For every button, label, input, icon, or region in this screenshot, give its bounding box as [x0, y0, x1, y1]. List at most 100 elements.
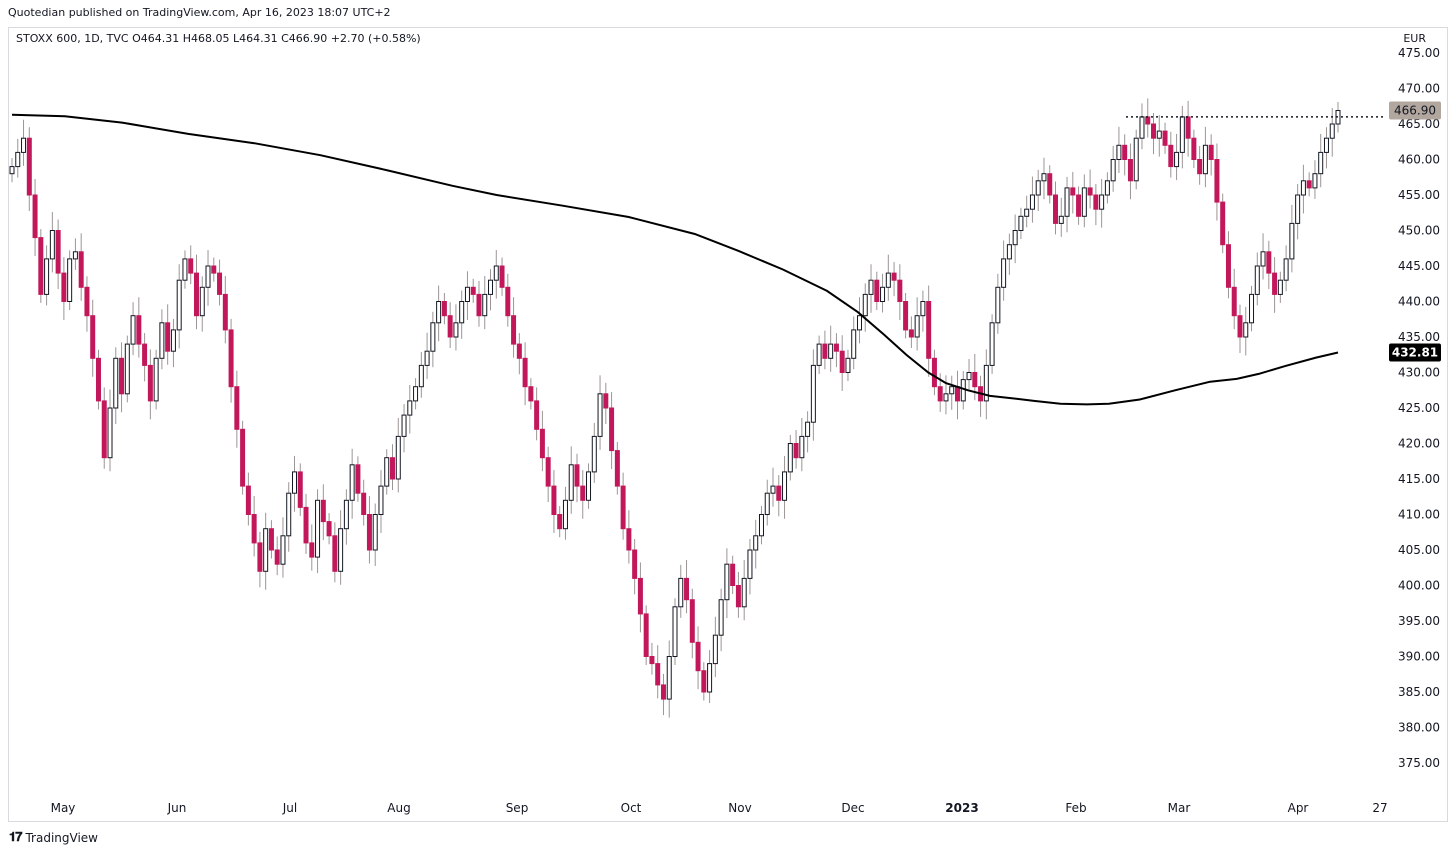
candle-body: [436, 301, 442, 324]
candle-body: [562, 499, 568, 530]
candle-body: [291, 471, 297, 494]
publisher-line: Quotedian published on TradingView.com, …: [8, 6, 391, 19]
candle-body: [914, 315, 920, 338]
candle-body: [355, 464, 361, 494]
candle-body: [1277, 279, 1283, 295]
candle-body: [153, 357, 159, 402]
candle-body: [609, 407, 615, 452]
candle-body: [297, 471, 303, 508]
candle-body: [1225, 244, 1231, 288]
y-tick-label: 465.00: [1398, 117, 1440, 131]
candle-body: [678, 577, 684, 608]
candle-body: [937, 386, 943, 402]
candle-body: [21, 137, 27, 153]
candle-body: [885, 272, 891, 288]
candle-body: [240, 428, 246, 487]
candle-body: [868, 279, 874, 295]
candle-body: [949, 386, 955, 395]
ma-value-label: 432.81: [1392, 346, 1438, 360]
candle-body: [534, 400, 540, 430]
candle-body: [176, 279, 182, 331]
candle-body: [1047, 173, 1053, 196]
candle-body: [591, 435, 597, 473]
candle-body: [880, 286, 886, 302]
candle-body: [130, 315, 136, 345]
candle-body: [401, 414, 407, 437]
candle-body: [833, 343, 839, 352]
moving-average-line: [11, 113, 1339, 406]
candle-body: [372, 514, 378, 551]
candle-body: [1093, 194, 1099, 210]
candle-body: [712, 634, 718, 665]
candle-body: [228, 329, 234, 388]
candle-body: [90, 315, 96, 359]
candle-body: [413, 386, 419, 402]
candle-body: [343, 499, 349, 530]
candle-body: [78, 251, 84, 288]
candle-body: [1295, 194, 1301, 224]
candle-body: [1243, 322, 1249, 338]
candle-body: [822, 343, 828, 359]
candle-body: [493, 265, 499, 281]
candle-body: [9, 166, 15, 175]
chart-frame: [8, 27, 1448, 822]
candle-body: [966, 372, 972, 381]
candle-body: [995, 286, 1001, 324]
candle-body: [666, 656, 672, 700]
candle-body: [1179, 116, 1185, 153]
candle-body: [1237, 315, 1243, 338]
candle-body: [707, 663, 713, 693]
candle-body: [689, 599, 695, 643]
y-tick-label: 435.00: [1398, 330, 1440, 344]
candle-body: [1035, 180, 1041, 196]
candle-body: [424, 350, 430, 366]
candle-body: [55, 230, 61, 274]
candle-body: [1231, 286, 1237, 317]
candle-body: [366, 514, 372, 551]
candle-body: [1312, 173, 1318, 189]
x-tick-label: Feb: [1065, 801, 1086, 815]
candle-body: [390, 457, 396, 480]
x-tick-label: Mar: [1168, 801, 1191, 815]
currency-label: EUR: [1403, 32, 1426, 45]
candle-body: [453, 322, 459, 338]
candle-body: [384, 457, 390, 487]
x-tick-label: Dec: [841, 801, 864, 815]
candle-body: [124, 343, 130, 395]
candle-body: [1174, 151, 1180, 168]
candle-body: [1197, 159, 1203, 175]
candle-body: [1329, 123, 1335, 139]
y-tick-label: 385.00: [1398, 685, 1440, 699]
candle-body: [816, 343, 822, 366]
candle-body: [776, 485, 782, 501]
y-tick-label: 375.00: [1398, 756, 1440, 770]
x-tick-label: Apr: [1288, 801, 1309, 815]
candle-body: [851, 329, 857, 359]
candle-body: [1214, 159, 1220, 203]
candle-body: [1110, 159, 1116, 182]
candle-body: [557, 514, 563, 530]
y-tick-label: 395.00: [1398, 614, 1440, 628]
candle-body: [182, 258, 188, 281]
candle-body: [1168, 144, 1174, 168]
x-tick-label: Jul: [282, 801, 297, 815]
candle-body: [983, 364, 989, 402]
candle-body: [637, 577, 643, 615]
candle-body: [764, 492, 770, 516]
candle-body: [511, 315, 517, 345]
candle-body: [464, 286, 470, 302]
candle-body: [1133, 137, 1139, 182]
candle-body: [1006, 244, 1012, 260]
candle-body: [1024, 208, 1030, 217]
candle-body: [257, 542, 263, 572]
y-tick-label: 410.00: [1398, 508, 1440, 522]
candle-body: [165, 322, 171, 352]
candle-body: [597, 393, 603, 437]
candle-body: [724, 563, 730, 601]
candle-body: [741, 577, 747, 608]
candle-body: [1029, 194, 1035, 210]
candle-body: [730, 563, 736, 587]
candle-body: [931, 357, 937, 388]
candle-body: [856, 315, 862, 331]
